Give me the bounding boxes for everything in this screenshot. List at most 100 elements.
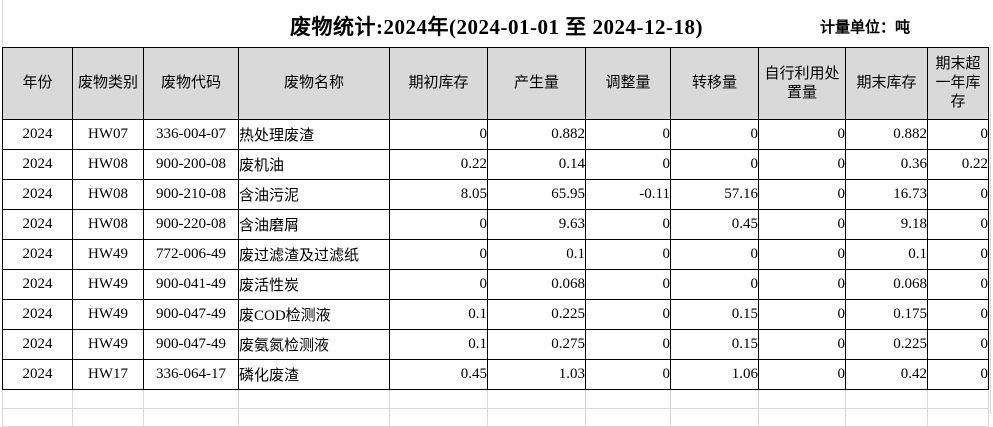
table-cell: 0 [670,119,759,150]
table-cell: 57.16 [670,179,759,210]
header-row: 年份 废物类别 废物代码 废物名称 期初库存 产生量 调整量 转移量 自行利用处置量 期末库存 期末… [2,47,989,120]
empty-grid-cell [238,390,390,409]
table-row: 2024 HW17 336-064-17 磷化废渣 0.45 1.03 0 1.06 0 0.42… [2,359,989,390]
empty-grid-cell [927,390,989,409]
empty-grid-cell [487,408,586,427]
spreadsheet-gridline-right [990,47,991,414]
table-cell: 0 [585,209,671,240]
table-cell: 2024 [2,269,73,300]
empty-grid-row [2,390,989,409]
empty-grid-cell [845,408,928,427]
column-header: 期末超一年库存 [927,47,989,120]
table-cell: HW17 [72,359,144,390]
empty-grid-cell [143,408,239,427]
table-cell: 0.1 [487,239,586,270]
column-header: 自行利用处置量 [758,47,846,120]
table-cell: 0.225 [845,329,928,360]
waste-statistics-table: 年份 废物类别 废物代码 废物名称 期初库存 产生量 调整量 转移量 自行利用处置量 期末库存 期末… [2,47,989,390]
table-cell: 0.068 [487,269,586,300]
table-cell: 900-041-49 [143,269,239,300]
table-cell: 0 [585,119,671,150]
empty-grid-cell [487,390,586,409]
table-cell: 0 [389,119,488,150]
table-cell: 0 [585,269,671,300]
column-header: 调整量 [585,47,671,120]
table-cell: 0.15 [670,299,759,330]
table-cell: 废活性炭 [238,269,390,300]
table-cell: HW49 [72,299,144,330]
table-cell: 热处理废渣 [238,119,390,150]
empty-grid-cell [2,390,73,409]
table-cell: 0 [758,209,846,240]
table-cell: 0.1 [389,299,488,330]
table-row: 2024 HW07 336-004-07 热处理废渣 0 0.882 0 0 0 0.882 0 [2,119,989,150]
table-cell: 0 [670,269,759,300]
table-cell: 900-047-49 [143,329,239,360]
table-cell: 2024 [2,239,73,270]
table-cell: 0 [927,299,989,330]
table-cell: 含油污泥 [238,179,390,210]
report-title: 废物统计:2024年(2024-01-01 至 2024-12-18) [290,15,703,39]
table-cell: 0 [585,149,671,180]
column-header: 转移量 [670,47,759,120]
empty-spreadsheet-grid [2,390,989,427]
column-header: 年份 [2,47,73,120]
table-cell: 1.06 [670,359,759,390]
table-cell: 2024 [2,359,73,390]
empty-grid-cell [2,408,73,427]
table-cell: 0.882 [487,119,586,150]
empty-grid-cell [670,408,759,427]
table-cell: 0 [758,179,846,210]
table-cell: 磷化废渣 [238,359,390,390]
table-cell: 0.45 [670,209,759,240]
table-row: 2024 HW08 900-220-08 含油磨屑 0 9.63 0 0.45 0 9.18 0 [2,209,989,240]
table-cell: 336-064-17 [143,359,239,390]
table-cell: 0 [670,149,759,180]
table-cell: 0.882 [845,119,928,150]
table-cell: 0.36 [845,149,928,180]
table-cell: 8.05 [389,179,488,210]
table-cell: 0.45 [389,359,488,390]
table-cell: -0.11 [585,179,671,210]
table-cell: 900-210-08 [143,179,239,210]
table-cell: HW49 [72,269,144,300]
table-cell: 2024 [2,119,73,150]
table-cell: 0 [758,299,846,330]
table-cell: 0 [758,269,846,300]
table-cell: 2024 [2,299,73,330]
table-cell: 0 [927,329,989,360]
table-cell: 0 [389,239,488,270]
column-header: 期末库存 [845,47,928,120]
table-cell: 0 [758,329,846,360]
table-cell: 0 [389,269,488,300]
table-cell: 0 [758,149,846,180]
table-cell: 0.175 [845,299,928,330]
table-cell: 0 [585,359,671,390]
empty-grid-cell [72,408,144,427]
table-cell: 0 [758,119,846,150]
table-body: 2024 HW07 336-004-07 热处理废渣 0 0.882 0 0 0 0.882 0 20… [2,119,989,390]
table-cell: 0 [585,239,671,270]
table-cell: 0 [389,209,488,240]
table-cell: 0 [758,359,846,390]
table-cell: 废过滤渣及过滤纸 [238,239,390,270]
table-cell: HW07 [72,119,144,150]
empty-grid-cell [927,408,989,427]
table-cell: 0 [927,209,989,240]
column-header: 废物代码 [143,47,239,120]
table-cell: HW49 [72,239,144,270]
table-cell: 0.22 [389,149,488,180]
empty-grid-cell [585,408,671,427]
empty-grid-cell [758,408,846,427]
table-cell: 2024 [2,149,73,180]
table-cell: 0 [670,239,759,270]
table-cell: 0 [927,179,989,210]
table-cell: 2024 [2,209,73,240]
table-cell: 2024 [2,329,73,360]
spreadsheet-gridline-left [2,0,3,47]
table-cell: 9.63 [487,209,586,240]
table-cell: 900-200-08 [143,149,239,180]
table-cell: HW08 [72,179,144,210]
table-cell: 772-006-49 [143,239,239,270]
table-row: 2024 HW49 772-006-49 废过滤渣及过滤纸 0 0.1 0 0 0 0.1 0 [2,239,989,270]
